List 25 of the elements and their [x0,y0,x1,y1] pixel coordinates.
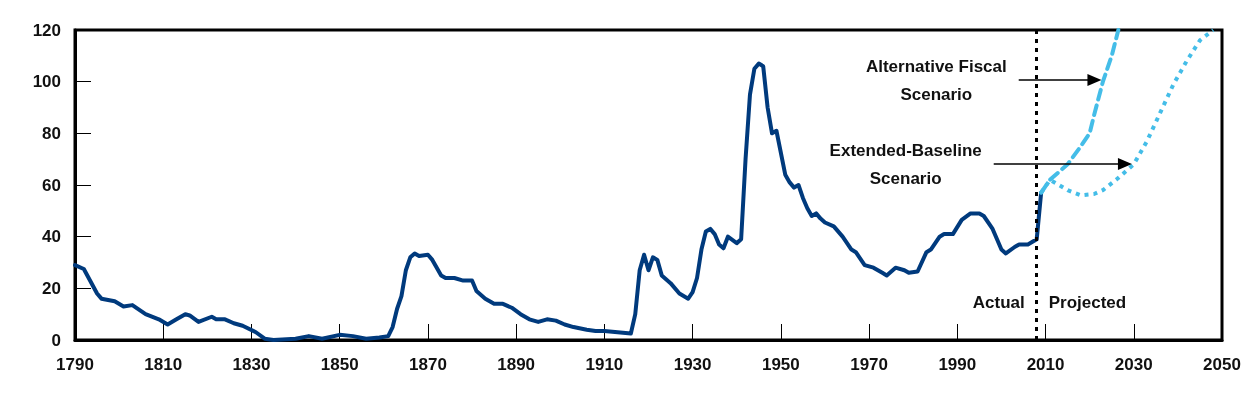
x-tick-label: 1890 [497,355,536,374]
y-tick-label: 60 [42,175,61,195]
x-tick-label: 2030 [1114,355,1153,374]
x-tick-label: 1990 [938,355,977,374]
x-tick-label: 1950 [761,355,800,374]
x-tick-label: 1810 [144,355,183,374]
x-tick-label: 1850 [320,355,359,374]
x-tick-label: 1790 [56,355,94,374]
x-tick-label: 1910 [585,355,624,374]
x-tick-label: 1830 [232,355,271,374]
y-tick-label: 80 [42,123,61,143]
y-tick-label: 40 [42,227,61,247]
x-tick-label: 1870 [409,355,447,374]
annotation: Actual [972,293,1025,312]
y-tick-label: 100 [32,72,61,92]
x-tick-label: 2010 [1026,355,1065,374]
y-tick-label: 20 [42,278,61,298]
x-tick-label: 1970 [850,355,888,374]
annotation: Projected [1048,293,1127,312]
y-tick-label: 0 [51,330,61,350]
y-tick-label: 120 [32,20,61,40]
text: Alternative Fiscal Scenario [865,56,1007,104]
x-tick-label: 1930 [673,355,712,374]
x-tick-label: 2050 [1203,355,1241,374]
text: Extended-Baseline Scenario [829,140,982,188]
